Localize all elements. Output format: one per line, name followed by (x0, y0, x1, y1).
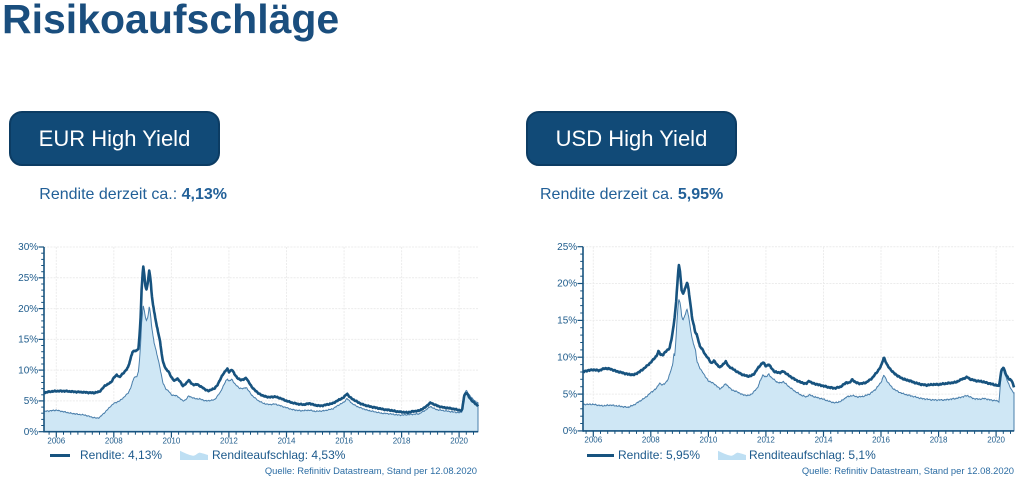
svg-text:5%: 5% (563, 389, 578, 400)
svg-text:15%: 15% (18, 335, 38, 346)
svg-text:10%: 10% (557, 352, 577, 363)
svg-text:2014: 2014 (278, 436, 296, 445)
svg-text:2010: 2010 (700, 436, 718, 445)
svg-text:5%: 5% (24, 396, 39, 407)
svg-text:2010: 2010 (163, 436, 181, 445)
svg-text:0%: 0% (563, 426, 578, 437)
svg-text:10%: 10% (18, 365, 38, 376)
svg-text:2020: 2020 (987, 436, 1005, 445)
svg-text:15%: 15% (557, 316, 577, 327)
svg-text:2008: 2008 (105, 436, 123, 445)
svg-text:20%: 20% (557, 279, 577, 290)
svg-text:2020: 2020 (450, 436, 468, 445)
svg-text:25%: 25% (557, 242, 577, 253)
svg-text:2012: 2012 (757, 436, 775, 445)
svg-text:0%: 0% (24, 427, 39, 438)
svg-text:2014: 2014 (815, 436, 833, 445)
svg-text:2006: 2006 (47, 436, 65, 445)
svg-text:25%: 25% (18, 273, 38, 284)
svg-text:2012: 2012 (220, 436, 238, 445)
svg-text:30%: 30% (18, 242, 38, 253)
svg-text:2018: 2018 (393, 436, 411, 445)
svg-text:20%: 20% (18, 304, 38, 315)
svg-text:2006: 2006 (584, 436, 602, 445)
svg-text:2016: 2016 (335, 436, 353, 445)
svg-text:2008: 2008 (642, 436, 660, 445)
svg-text:2018: 2018 (930, 436, 948, 445)
svg-text:2016: 2016 (872, 436, 890, 445)
